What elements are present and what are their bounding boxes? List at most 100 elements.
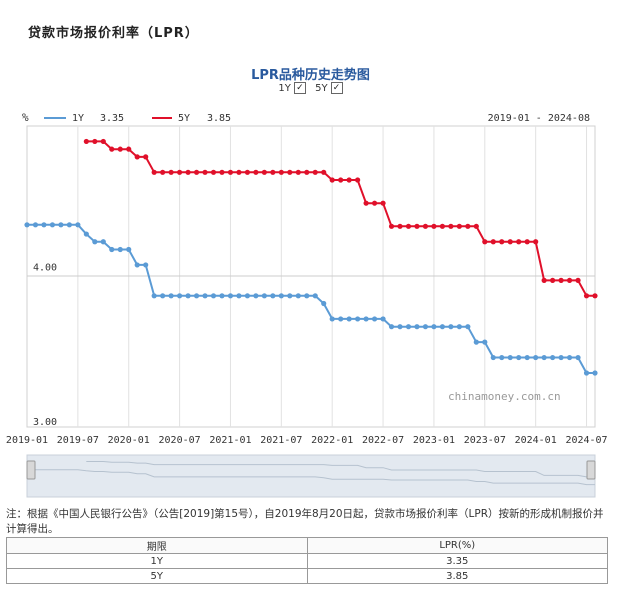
- data-point-1Y[interactable]: [92, 239, 98, 245]
- data-point-1Y[interactable]: [405, 324, 412, 330]
- data-point-1Y[interactable]: [338, 316, 344, 322]
- data-point-1Y[interactable]: [431, 324, 437, 330]
- data-point-5Y[interactable]: [541, 277, 547, 283]
- data-point-1Y[interactable]: [210, 293, 217, 299]
- data-point-5Y[interactable]: [321, 169, 327, 175]
- data-point-1Y[interactable]: [482, 339, 488, 345]
- data-point-5Y[interactable]: [168, 169, 174, 175]
- data-point-1Y[interactable]: [253, 293, 259, 299]
- data-point-1Y[interactable]: [355, 316, 361, 322]
- data-point-1Y[interactable]: [83, 231, 89, 237]
- data-point-5Y[interactable]: [583, 293, 590, 299]
- data-point-5Y[interactable]: [244, 169, 251, 175]
- data-point-5Y[interactable]: [304, 169, 310, 175]
- data-point-1Y[interactable]: [75, 222, 81, 228]
- data-point-1Y[interactable]: [295, 293, 301, 299]
- data-point-5Y[interactable]: [117, 146, 123, 152]
- data-point-5Y[interactable]: [397, 223, 403, 229]
- toggle-5y[interactable]: 5Y ✓: [315, 82, 343, 94]
- data-point-1Y[interactable]: [516, 354, 522, 361]
- data-point-5Y[interactable]: [490, 239, 496, 245]
- data-point-1Y[interactable]: [592, 370, 598, 376]
- data-point-1Y[interactable]: [448, 324, 454, 330]
- data-point-1Y[interactable]: [278, 293, 284, 299]
- data-point-1Y[interactable]: [363, 316, 369, 322]
- data-point-1Y[interactable]: [321, 300, 327, 307]
- data-point-5Y[interactable]: [558, 277, 564, 283]
- data-point-5Y[interactable]: [388, 223, 395, 229]
- data-point-1Y[interactable]: [219, 293, 225, 299]
- data-point-1Y[interactable]: [202, 293, 208, 299]
- data-point-5Y[interactable]: [202, 169, 208, 175]
- data-point-1Y[interactable]: [100, 239, 106, 245]
- data-point-1Y[interactable]: [533, 354, 539, 361]
- data-point-1Y[interactable]: [304, 293, 310, 299]
- data-point-1Y[interactable]: [168, 293, 174, 299]
- legend-1y-name[interactable]: 1Y: [72, 113, 84, 124]
- data-point-5Y[interactable]: [287, 169, 293, 175]
- data-point-1Y[interactable]: [550, 354, 556, 361]
- data-point-1Y[interactable]: [499, 354, 505, 361]
- data-point-5Y[interactable]: [499, 239, 505, 245]
- data-point-5Y[interactable]: [134, 154, 140, 160]
- data-point-1Y[interactable]: [422, 324, 429, 330]
- data-point-5Y[interactable]: [524, 239, 530, 245]
- data-point-5Y[interactable]: [219, 169, 225, 175]
- data-point-1Y[interactable]: [134, 262, 140, 268]
- data-point-5Y[interactable]: [210, 169, 217, 175]
- data-point-1Y[interactable]: [566, 354, 573, 361]
- data-point-1Y[interactable]: [524, 354, 530, 361]
- data-point-5Y[interactable]: [439, 223, 446, 229]
- data-point-1Y[interactable]: [227, 293, 234, 299]
- data-point-5Y[interactable]: [92, 138, 98, 145]
- data-point-5Y[interactable]: [236, 169, 242, 175]
- data-point-1Y[interactable]: [473, 339, 479, 345]
- navigator[interactable]: [26, 454, 596, 498]
- data-point-1Y[interactable]: [346, 316, 352, 322]
- toggle-1y[interactable]: 1Y ✓: [278, 82, 306, 94]
- data-point-5Y[interactable]: [295, 169, 301, 175]
- data-point-5Y[interactable]: [550, 277, 556, 283]
- data-point-5Y[interactable]: [100, 138, 106, 145]
- data-point-5Y[interactable]: [380, 200, 386, 206]
- data-point-1Y[interactable]: [465, 324, 471, 330]
- data-point-1Y[interactable]: [32, 222, 39, 228]
- data-point-5Y[interactable]: [473, 223, 479, 229]
- navigator-left-handle[interactable]: [26, 460, 36, 480]
- data-point-1Y[interactable]: [41, 222, 47, 228]
- data-point-1Y[interactable]: [583, 370, 590, 376]
- data-point-5Y[interactable]: [126, 146, 132, 152]
- data-point-1Y[interactable]: [490, 354, 496, 361]
- data-point-5Y[interactable]: [507, 239, 513, 245]
- data-point-5Y[interactable]: [143, 154, 149, 160]
- data-point-5Y[interactable]: [422, 223, 429, 229]
- data-point-5Y[interactable]: [456, 223, 462, 229]
- data-point-1Y[interactable]: [151, 293, 157, 299]
- data-point-5Y[interactable]: [575, 277, 581, 283]
- data-point-1Y[interactable]: [397, 324, 403, 330]
- data-point-5Y[interactable]: [160, 169, 166, 175]
- data-point-1Y[interactable]: [414, 324, 420, 330]
- data-point-5Y[interactable]: [371, 200, 378, 206]
- data-point-1Y[interactable]: [109, 246, 115, 253]
- data-point-5Y[interactable]: [346, 177, 352, 183]
- data-point-5Y[interactable]: [533, 239, 539, 245]
- data-point-5Y[interactable]: [363, 200, 369, 206]
- data-point-5Y[interactable]: [270, 169, 276, 175]
- data-point-1Y[interactable]: [575, 354, 581, 361]
- data-point-1Y[interactable]: [507, 354, 513, 361]
- data-point-1Y[interactable]: [388, 324, 395, 330]
- data-point-1Y[interactable]: [312, 293, 318, 299]
- data-point-5Y[interactable]: [414, 223, 420, 229]
- data-point-5Y[interactable]: [465, 223, 471, 229]
- data-point-1Y[interactable]: [24, 222, 30, 228]
- legend-5y-name[interactable]: 5Y: [178, 113, 190, 124]
- data-point-1Y[interactable]: [261, 293, 267, 299]
- data-point-1Y[interactable]: [380, 316, 386, 322]
- data-point-1Y[interactable]: [185, 293, 191, 299]
- data-point-1Y[interactable]: [49, 222, 56, 228]
- data-point-5Y[interactable]: [312, 169, 318, 175]
- data-point-5Y[interactable]: [329, 177, 335, 183]
- data-point-1Y[interactable]: [541, 354, 547, 361]
- data-point-5Y[interactable]: [448, 223, 454, 229]
